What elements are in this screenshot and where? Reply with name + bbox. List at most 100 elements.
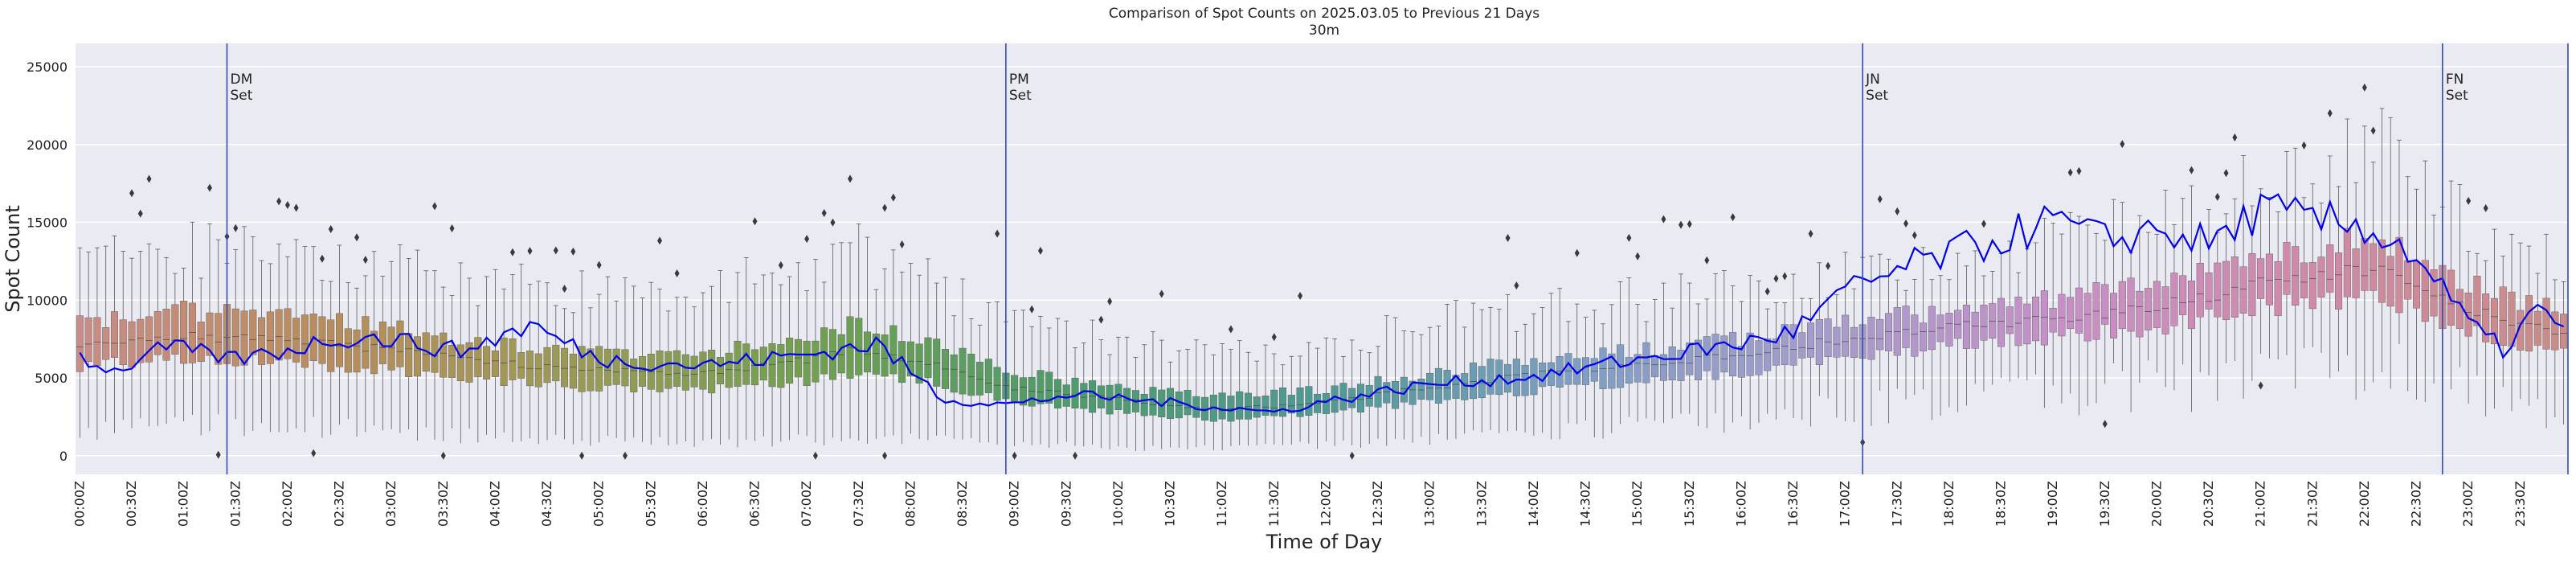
x-tick-label: 23:00Z — [2460, 481, 2476, 527]
outlier-point — [2301, 141, 2307, 150]
outlier-point — [1073, 451, 1078, 460]
box — [1539, 363, 1547, 388]
outlier-point — [146, 174, 152, 183]
outlier-point — [2232, 133, 2238, 142]
box — [2032, 297, 2040, 342]
outlier-point — [830, 218, 836, 227]
box — [440, 332, 448, 378]
box — [2222, 260, 2230, 320]
box — [2196, 263, 2204, 318]
box — [561, 347, 569, 388]
outlier-point — [1678, 220, 1683, 229]
box — [1426, 372, 1434, 400]
outlier-point — [674, 269, 680, 277]
box — [872, 333, 880, 375]
box — [2335, 252, 2343, 310]
box — [2170, 273, 2178, 326]
box — [1695, 339, 1703, 380]
box — [2490, 297, 2498, 345]
box — [1053, 379, 1061, 408]
y-tick-label: 10000 — [27, 293, 67, 308]
box — [1236, 391, 1244, 420]
box — [855, 318, 863, 375]
box — [638, 356, 646, 387]
x-tick-label: 21:00Z — [2253, 481, 2268, 527]
outlier-point — [2214, 192, 2220, 201]
box — [534, 353, 542, 388]
box — [1590, 358, 1598, 382]
x-tick-label: 15:30Z — [1682, 481, 1697, 527]
box — [353, 330, 361, 373]
outlier-point — [2483, 203, 2488, 212]
box — [1270, 389, 1278, 416]
box — [2370, 243, 2378, 291]
box — [2058, 293, 2066, 337]
box — [2560, 314, 2568, 349]
box — [2075, 287, 2083, 334]
x-tick-label: 06:00Z — [695, 481, 710, 527]
box — [448, 345, 456, 378]
box — [716, 357, 724, 385]
outlier-point — [2076, 166, 2082, 175]
box — [2127, 277, 2135, 332]
box — [1720, 335, 1728, 373]
box — [794, 338, 802, 378]
y-tick-label: 5000 — [35, 371, 67, 386]
x-tick-label: 10:30Z — [1163, 481, 1178, 527]
outlier-point — [1661, 215, 1666, 224]
box — [266, 311, 274, 364]
box — [119, 319, 127, 366]
outlier-point — [2466, 196, 2472, 205]
box — [1755, 340, 1763, 375]
box — [76, 315, 84, 372]
box — [820, 327, 828, 375]
box — [2300, 262, 2308, 298]
box — [1417, 378, 1425, 400]
outlier-point — [1912, 231, 1917, 240]
outlier-point — [2258, 381, 2263, 390]
y-tick-label: 20000 — [27, 137, 67, 153]
x-tick-label: 20:30Z — [2201, 481, 2216, 527]
box — [2352, 248, 2360, 298]
outlier-point — [657, 236, 663, 245]
x-tick-label: 02:00Z — [280, 481, 295, 527]
plot-area — [76, 43, 2568, 474]
box — [2533, 310, 2541, 346]
box — [803, 340, 811, 386]
box — [2525, 295, 2533, 352]
outlier-point — [440, 451, 446, 460]
box — [1296, 387, 1304, 417]
outlier-point — [354, 233, 360, 242]
box — [828, 329, 836, 380]
outlier-point — [1903, 219, 1909, 228]
box — [595, 346, 603, 392]
outlier-point — [882, 451, 888, 460]
current-day-line — [79, 193, 2565, 413]
outlier-point — [812, 451, 818, 460]
outlier-point — [1808, 229, 1813, 238]
box — [1564, 353, 1572, 385]
outlier-point — [995, 229, 1000, 238]
box — [1253, 396, 1261, 418]
outlier-point — [2189, 166, 2194, 174]
outlier-point — [1773, 274, 1779, 283]
box — [1711, 334, 1719, 380]
box — [1608, 353, 1616, 389]
box — [2101, 284, 2109, 325]
box — [258, 317, 266, 365]
outlier-point — [362, 256, 368, 265]
outlier-point — [882, 203, 888, 212]
box — [2447, 269, 2455, 326]
box — [768, 343, 776, 388]
event-marker-label: Set — [1009, 88, 1032, 104]
box — [2083, 293, 2091, 342]
outlier-point — [509, 248, 515, 256]
box — [959, 347, 967, 395]
x-tick-label: 12:00Z — [1318, 481, 1333, 527]
box — [1884, 313, 1892, 351]
box — [1980, 305, 1988, 341]
box — [786, 338, 794, 384]
box — [1625, 357, 1633, 384]
x-tick-label: 23:30Z — [2513, 481, 2528, 527]
x-tick-label: 09:30Z — [1058, 481, 1073, 527]
